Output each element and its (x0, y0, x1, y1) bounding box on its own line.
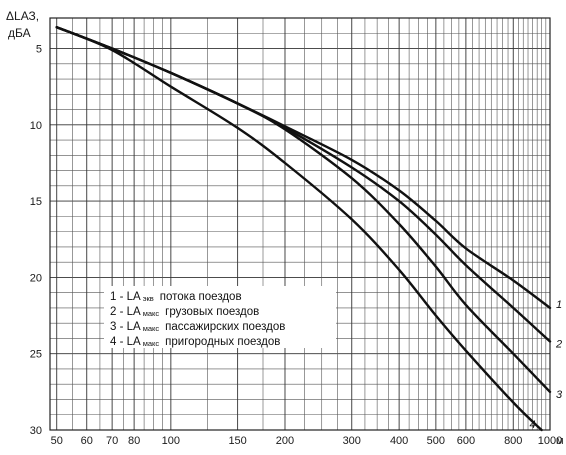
chart-grid (49, 17, 551, 431)
y-tick-label: 25 (30, 349, 42, 361)
x-tick-label: 70 (106, 435, 118, 447)
legend-background (104, 286, 336, 348)
chart-curves: 1 2 3 4 (55, 26, 563, 432)
x-tick-label: 600 (457, 435, 475, 447)
series-number-label-1: 1 (556, 299, 562, 311)
series-line-1 (55, 26, 552, 310)
x-tick-label: 100 (162, 435, 180, 447)
chart-legend: 1 - LА экв потока поездов 2 - LA макс грузовы… (104, 286, 336, 348)
x-tick-label: 200 (276, 435, 294, 447)
x-tick-label: 1000 (538, 435, 562, 447)
series-number-label-3: 3 (556, 389, 563, 401)
series-number-label-2: 2 (555, 338, 562, 350)
x-tick-label: 60 (81, 435, 93, 447)
y-tick-label: 10 (30, 120, 42, 132)
x-tick-label: 50 (51, 435, 63, 447)
series-line-3 (55, 26, 552, 394)
plot-frame (49, 17, 551, 431)
y-axis-title-line1: ΔLАЗ, (6, 9, 39, 23)
x-tick-label: 500 (427, 435, 445, 447)
legend-entry-1: 1 - LА экв потока поездов (110, 291, 242, 303)
y-tick-label: 15 (30, 196, 42, 208)
x-unit-label: м (556, 435, 564, 447)
y-tick-label: 30 (30, 425, 42, 437)
legend-entry-4: 4 - LA макс пригородных поездов (110, 336, 280, 348)
x-tick-label: 800 (504, 435, 522, 447)
legend-entry-2: 2 - LA макс грузовых поездов (110, 306, 259, 318)
legend-entry-3: 3 - LA макс пассажирских поездов (110, 321, 285, 333)
x-tick-label: 400 (390, 435, 408, 447)
x-tick-label: 80 (128, 435, 140, 447)
y-tick-label: 20 (30, 272, 42, 284)
series-line-4 (55, 26, 543, 432)
y-tick-label: 5 (36, 44, 42, 56)
x-tick-label: 150 (228, 435, 246, 447)
y-axis-title-line2: дБА (8, 26, 31, 40)
series-number-label-4: 4 (530, 419, 536, 431)
x-tick-label: 300 (343, 435, 361, 447)
